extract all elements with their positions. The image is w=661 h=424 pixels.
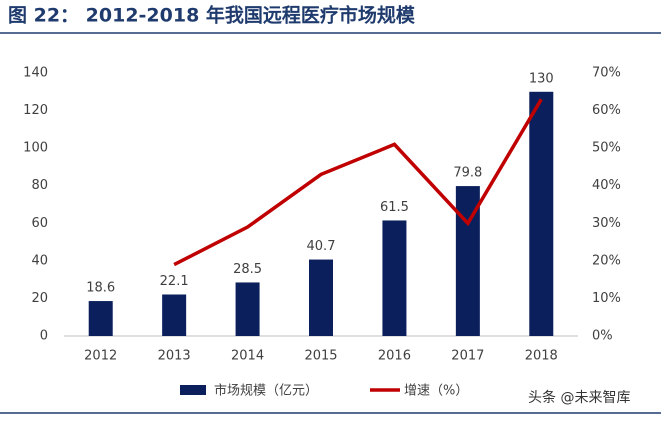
bar: [162, 294, 187, 336]
y-tick-label: 60: [31, 216, 48, 231]
y2-tick-label: 20%: [592, 253, 621, 268]
x-tick-label: 2015: [304, 349, 337, 364]
y2-tick-label: 10%: [592, 291, 621, 306]
bar: [88, 301, 113, 336]
bar: [529, 91, 554, 337]
x-tick-label: 2012: [84, 349, 117, 364]
data-label: 79.8: [453, 166, 482, 181]
x-tick-label: 2016: [378, 349, 411, 364]
data-label: 18.6: [86, 281, 115, 296]
y2-tick-label: 40%: [592, 178, 621, 193]
y-tick-label: 0: [40, 329, 48, 344]
data-label: 61.5: [380, 200, 409, 215]
x-tick-label: 2014: [231, 349, 264, 364]
bar: [235, 282, 260, 336]
y-tick-label: 140: [23, 66, 48, 81]
y-tick-label: 100: [23, 141, 48, 156]
y-tick-label: 120: [23, 103, 48, 118]
x-tick-label: 2018: [525, 349, 558, 364]
y-tick-label: 40: [31, 253, 48, 268]
y2-tick-label: 30%: [592, 216, 621, 231]
x-tick-label: 2013: [158, 349, 191, 364]
y2-tick-label: 50%: [592, 141, 621, 156]
y2-tick-label: 60%: [592, 103, 621, 118]
data-label: 40.7: [307, 239, 336, 254]
y-tick-label: 80: [31, 178, 48, 193]
watermark: 头条 @未来智库: [528, 389, 630, 406]
data-label: 130: [529, 71, 554, 86]
y-tick-label: 20: [31, 291, 48, 306]
x-tick-label: 2017: [451, 349, 484, 364]
data-label: 22.1: [160, 274, 189, 289]
chart-title: 图 22： 2012-2018 年我国远程医疗市场规模: [8, 4, 416, 27]
bar: [309, 259, 333, 336]
legend-swatch: [180, 385, 206, 395]
bar: [382, 220, 407, 336]
line: [173, 98, 543, 267]
legend-label: 市场规模（亿元）: [214, 383, 318, 399]
y2-tick-label: 0%: [592, 329, 613, 344]
data-label: 28.5: [233, 262, 262, 277]
y2-tick-label: 70%: [592, 66, 621, 81]
legend-label: 增速（%）: [404, 384, 468, 399]
